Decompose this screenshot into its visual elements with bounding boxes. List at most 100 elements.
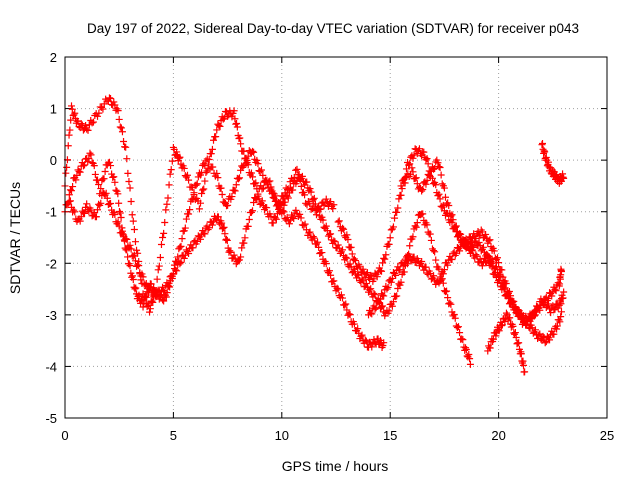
data-point <box>230 251 238 259</box>
data-point <box>92 213 100 221</box>
data-point <box>293 177 301 185</box>
data-point <box>271 192 279 200</box>
data-point <box>250 199 258 207</box>
data-point <box>79 162 87 170</box>
data-point <box>444 261 452 269</box>
y-axis-title: SDTVAR / TECUs <box>7 182 23 294</box>
data-point <box>272 215 280 223</box>
data-point <box>342 300 350 308</box>
y-tick-label: -5 <box>45 411 57 426</box>
data-point <box>94 112 102 120</box>
data-point <box>329 205 337 213</box>
data-point <box>259 171 267 179</box>
data-point <box>210 136 218 144</box>
data-point <box>69 183 77 191</box>
data-point <box>334 218 342 226</box>
data-point <box>385 307 393 315</box>
data-point <box>406 242 414 250</box>
series-track-3 <box>65 171 474 368</box>
data-point <box>66 126 74 134</box>
data-point <box>501 284 509 292</box>
data-point <box>127 197 135 205</box>
data-point <box>494 254 502 262</box>
data-point <box>441 193 449 201</box>
data-point <box>451 314 459 322</box>
data-point <box>116 209 124 217</box>
data-point <box>560 288 568 296</box>
data-point <box>388 274 396 282</box>
data-point <box>513 340 521 348</box>
data-point <box>145 302 153 310</box>
data-point <box>149 298 157 306</box>
data-point <box>482 230 490 238</box>
data-point <box>281 198 289 206</box>
data-point <box>94 206 102 214</box>
data-point <box>426 230 434 238</box>
data-point <box>123 235 131 243</box>
y-tick-label: 2 <box>50 50 57 65</box>
data-point <box>214 213 222 221</box>
data-point <box>115 115 123 123</box>
data-point <box>298 172 306 180</box>
data-point <box>392 293 400 301</box>
data-point <box>141 281 149 289</box>
data-point <box>424 160 432 168</box>
data-point <box>361 336 369 344</box>
data-point <box>223 235 231 243</box>
data-point <box>389 298 397 306</box>
data-point <box>559 294 567 302</box>
data-point <box>541 148 549 156</box>
data-point <box>456 230 464 238</box>
data-point <box>554 279 562 287</box>
data-point <box>238 244 246 252</box>
data-point <box>427 236 435 244</box>
data-point <box>400 268 408 276</box>
data-point <box>409 154 417 162</box>
data-point <box>226 247 234 255</box>
data-point <box>465 351 473 359</box>
data-point <box>234 175 242 183</box>
data-point <box>380 339 388 347</box>
data-point <box>289 186 297 194</box>
data-point <box>409 233 417 241</box>
data-point <box>172 266 180 274</box>
data-point <box>447 300 455 308</box>
data-point <box>285 220 293 228</box>
data-point <box>468 237 475 245</box>
data-point <box>453 324 461 332</box>
data-point <box>124 169 132 177</box>
data-point <box>449 216 457 224</box>
data-point <box>249 173 257 181</box>
y-tick-label: -3 <box>45 308 57 323</box>
data-point <box>115 199 123 207</box>
data-point <box>159 234 167 242</box>
data-point <box>378 267 386 275</box>
data-point <box>64 142 72 150</box>
data-point <box>75 167 83 175</box>
data-point <box>498 266 506 274</box>
data-point <box>370 290 378 298</box>
data-point <box>451 223 459 231</box>
data-point <box>435 163 443 171</box>
data-point <box>115 207 123 215</box>
data-point <box>217 184 225 192</box>
series-track-6 <box>397 156 568 329</box>
data-point <box>139 303 147 311</box>
data-point <box>271 214 279 222</box>
data-point <box>415 145 423 153</box>
data-point <box>174 253 182 261</box>
data-point <box>509 322 517 330</box>
data-point <box>161 288 169 296</box>
data-point <box>70 111 78 119</box>
data-point <box>131 238 139 246</box>
data-point <box>244 161 252 169</box>
data-point <box>127 245 135 253</box>
data-point <box>402 165 410 173</box>
data-point <box>126 241 134 249</box>
data-point <box>71 208 79 216</box>
data-point <box>160 297 168 305</box>
data-point <box>250 148 258 156</box>
data-point <box>423 221 431 229</box>
data-point <box>62 169 70 177</box>
data-point <box>111 101 119 109</box>
